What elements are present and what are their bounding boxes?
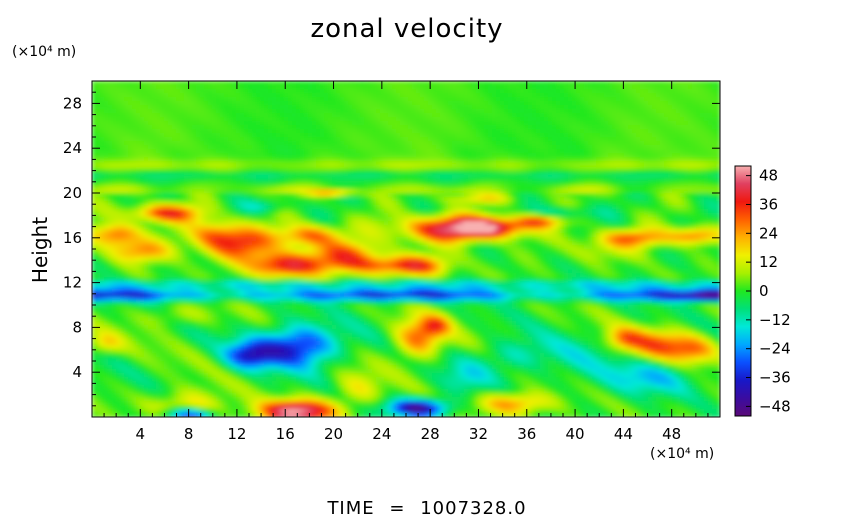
y-tick-label: 12 xyxy=(63,274,82,292)
colorbar-tick-label: 48 xyxy=(759,167,778,185)
x-tick-label: 28 xyxy=(421,425,440,443)
x-tick-label: 24 xyxy=(372,425,391,443)
velocity-field xyxy=(92,81,720,417)
x-tick-label: 44 xyxy=(614,425,633,443)
x-axis-unit: (×10⁴ m) xyxy=(650,446,715,462)
x-axis: 4 8 12 16 20 24 28 32 36 40 44 48 xyxy=(103,81,709,443)
x-tick-label: 12 xyxy=(227,425,246,443)
y-tick-label: 4 xyxy=(72,363,82,381)
y-axis-unit: (×10⁴ m) xyxy=(12,44,77,60)
x-tick-label: 48 xyxy=(662,425,681,443)
x-tick-label: 4 xyxy=(136,425,146,443)
colorbar-tick-label: −48 xyxy=(759,397,791,415)
colorbar-tick-label: 0 xyxy=(759,282,769,300)
x-tick-label: 40 xyxy=(566,425,585,443)
colorbar-tick-label: 24 xyxy=(759,224,778,242)
x-tick-label: 36 xyxy=(517,425,536,443)
colorbar-tick-label: −24 xyxy=(759,340,791,358)
colorbar-tick-label: 36 xyxy=(759,195,778,213)
colorbar-tick-label: −12 xyxy=(759,311,791,329)
y-tick-label: 24 xyxy=(63,139,82,157)
y-tick-label: 20 xyxy=(63,184,82,202)
colorbar-tick-label: −36 xyxy=(759,369,791,387)
time-label: TIME xyxy=(327,498,375,519)
x-tick-label: 8 xyxy=(184,425,194,443)
y-axis: 4 8 12 16 20 24 28 xyxy=(63,91,720,407)
y-tick-label: 8 xyxy=(72,318,82,336)
time-readout: TIME = 1007328.0 xyxy=(0,498,854,519)
time-equals: = xyxy=(389,498,406,519)
time-value: 1007328.0 xyxy=(420,498,527,519)
x-tick-label: 20 xyxy=(324,425,343,443)
x-tick-label: 16 xyxy=(276,425,295,443)
x-tick-label: 32 xyxy=(469,425,488,443)
y-tick-label: 28 xyxy=(63,94,82,112)
colorbar-tick-label: 12 xyxy=(759,253,778,271)
chart-title: zonal velocity xyxy=(310,14,504,44)
y-tick-label: 16 xyxy=(63,229,82,247)
colorbar: 48 36 24 12 0 −12 −24 −36 −48 xyxy=(734,165,791,417)
